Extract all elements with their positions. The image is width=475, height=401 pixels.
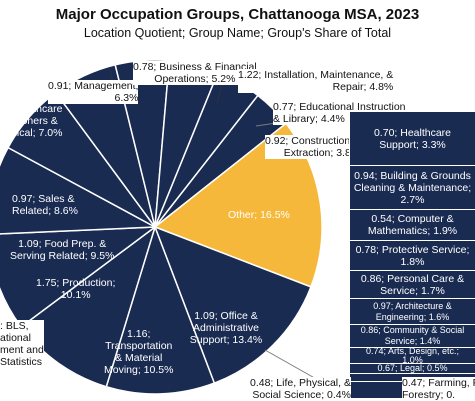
bar-label-farming: 0.47; Farming, F Forestry; 0. xyxy=(402,377,475,401)
pie-slice-office-administrative-support xyxy=(153,225,312,385)
slice-label-transportation: 1.16; Transportation & Material Moving; 10.… xyxy=(104,328,174,376)
bar-seg-community-social: 0.86; Community & Social Service; 1.4% xyxy=(350,325,475,348)
chart-subtitle: Location Quotient; Group Name; Group's S… xyxy=(83,26,392,40)
slice-label-production: 1.75; Production; 10.1% xyxy=(36,277,116,301)
bar-seg-arts-design: 0.74; Arts, Design, etc.; 1.0% xyxy=(350,348,475,364)
slice-label-other: Other; 16.5% xyxy=(228,209,290,221)
bar-seg-protective-service: 0.78; Protective Service; 1.8% xyxy=(350,241,475,271)
pie-slice-transportation-material-moving xyxy=(105,224,216,395)
source-note: : BLS, ational ment and Statistics xyxy=(0,320,44,368)
pie-slice-sales-related xyxy=(0,146,158,235)
slice-label-sales: 0.97; Sales & Related; 8.6% xyxy=(12,193,78,217)
bar-seg-architecture: 0.97; Architecture & Engineering; 1.6% xyxy=(350,299,475,325)
bar-seg-legal: 0.67; Legal; 0.5% xyxy=(350,364,475,374)
bar-label-life-physical: 0.48; Life, Physical, & Social Science; 0… xyxy=(250,377,351,401)
slice-label-healthcare-practitioners: 4; Healthcare actitioners & chnical; 7.0% xyxy=(0,103,63,139)
slice-label-food-prep: 1.09; Food Prep. & Serving Related; 9.5% xyxy=(10,238,115,262)
chart-title: Major Occupation Groups, Chattanooga MSA… xyxy=(55,6,420,23)
slice-label-construction: 0.92; Construction & Extraction; 3.8% xyxy=(265,135,361,159)
bar-seg-computer-math: 0.54; Computer & Mathematics; 1.9% xyxy=(350,210,475,241)
other-breakdown-bar: 0.70; Healthcare Support; 3.3% 0.94; Buil… xyxy=(349,111,475,399)
leader-line-2 xyxy=(216,82,224,104)
bar-seg-building-grounds: 0.94; Building & Grounds Cleaning & Maint… xyxy=(350,166,475,210)
bar-seg-healthcare-support: 0.70; Healthcare Support; 3.3% xyxy=(350,112,475,166)
slice-label-installation: 1.22; Installation, Maintenance, & Repair… xyxy=(238,69,394,93)
slice-label-business-financial: 0.78; Business & Financial Operations; 5.… xyxy=(133,61,257,85)
slice-label-office-admin: 1.09; Office & Administrative Support; 13.… xyxy=(189,310,263,346)
slice-label-management: 0.91; Management; 6.3% xyxy=(48,80,139,104)
bar-seg-personal-care: 0.86; Personal Care & Service; 1.7% xyxy=(350,271,475,299)
